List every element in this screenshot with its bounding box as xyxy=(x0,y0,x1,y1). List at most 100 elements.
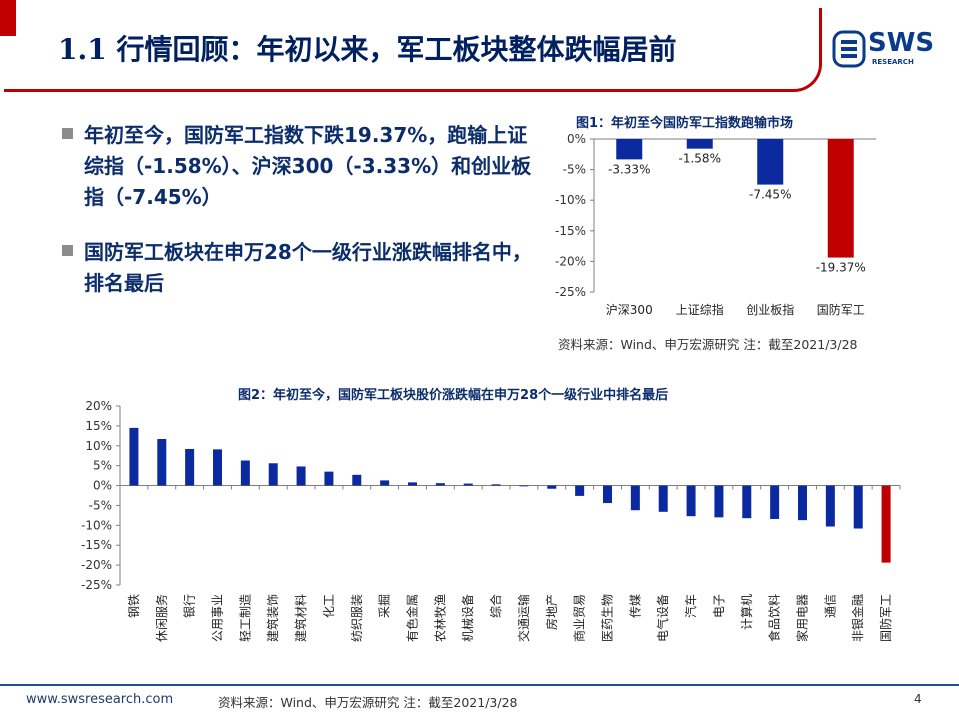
chart2-bar xyxy=(658,485,668,512)
chart2-x-tick-label: 食品饮料 xyxy=(767,594,782,642)
chart2-y-tick-label: 20% xyxy=(85,399,112,413)
chart1-x-tick-label: 国防军工 xyxy=(817,302,865,317)
chart2-bar xyxy=(240,460,250,486)
chart1-bar xyxy=(686,139,713,149)
bullet-square-icon xyxy=(62,245,73,256)
chart2-x-tick-label: 休闲服务 xyxy=(154,594,169,642)
chart2-bar xyxy=(714,485,724,518)
chart2-bar xyxy=(575,485,585,496)
chart2-x-tick-label: 采掘 xyxy=(377,594,392,618)
sws-logo-icon xyxy=(832,30,866,68)
chart2-y-tick-label: -10% xyxy=(81,518,112,532)
chart1-data-label: -1.58% xyxy=(679,152,721,166)
bullet-text: 年初至今，国防军工指数下跌19.37%，跑输上证综指（-1.58%）、沪深300… xyxy=(84,123,532,209)
chart2-x-tick-label: 家用电器 xyxy=(795,594,810,642)
chart2-bar xyxy=(742,485,752,519)
chart2-x-tick-label: 医药生物 xyxy=(601,594,615,642)
bullet-square-icon xyxy=(62,128,73,139)
chart2-x-tick-label: 房地产 xyxy=(544,594,559,630)
chart2-bar xyxy=(435,483,445,486)
chart2-bar xyxy=(268,463,278,486)
chart2-bar xyxy=(853,485,863,529)
page-number: 4 xyxy=(914,692,922,706)
bullet-list: 年初至今，国防军工指数下跌19.37%，跑输上证综指（-1.58%）、沪深300… xyxy=(62,120,532,323)
chart2-x-tick-label: 化工 xyxy=(322,594,336,618)
chart2-bar xyxy=(352,474,362,486)
footer-source: 资料来源：Wind、申万宏源研究 注：截至2021/3/28 xyxy=(218,695,518,710)
chart2-bar xyxy=(519,485,529,487)
chart2-bar xyxy=(380,480,390,486)
chart2-bar xyxy=(129,427,139,486)
chart2-bar xyxy=(324,471,334,486)
chart2-bar xyxy=(491,484,501,486)
chart2-bar xyxy=(213,449,222,486)
chart1-y-tick-label: 0% xyxy=(567,132,586,146)
chart2-bar xyxy=(603,485,612,504)
chart1-data-label: -3.33% xyxy=(608,162,650,176)
chart1-y-tick-label: -10% xyxy=(555,193,586,207)
footer-url[interactable]: www.swsresearch.com xyxy=(26,692,174,707)
chart2-x-tick-label: 纺织服装 xyxy=(350,594,364,642)
chart1-data-label: -7.45% xyxy=(749,188,791,202)
bullet-text: 国防军工板块在申万28个一级行业涨跌幅排名中，排名最后 xyxy=(84,240,532,295)
chart2-bar xyxy=(408,482,417,486)
title-frame xyxy=(4,8,822,92)
logo-text: SWS xyxy=(868,28,935,58)
footer-divider xyxy=(0,684,959,686)
chart2-y-tick-label: 0% xyxy=(93,479,112,493)
chart2-x-tick-label: 银行 xyxy=(183,594,197,618)
chart2-bar xyxy=(686,485,696,517)
chart2-x-tick-label: 有色金属 xyxy=(405,594,420,642)
chart2-bar xyxy=(770,485,780,519)
page-title: 1.1 行情回顾：年初以来，军工板块整体跌幅居前 xyxy=(58,33,677,66)
chart2-x-tick-label: 综合 xyxy=(488,594,503,618)
chart2-x-tick-label: 汽车 xyxy=(683,594,698,618)
chart2-x-tick-label: 建筑装饰 xyxy=(265,594,280,642)
chart1-bar xyxy=(757,139,784,185)
sws-logo: SWS RESEARCH xyxy=(832,28,944,70)
logo-subtext: RESEARCH xyxy=(872,58,914,66)
chart1-y-tick-label: -15% xyxy=(555,224,586,238)
chart1-bar xyxy=(616,139,643,160)
chart2-bar xyxy=(630,485,640,511)
chart2-bar xyxy=(296,466,306,486)
chart2-x-tick-label: 电子 xyxy=(712,594,726,618)
chart2-y-tick-label: 5% xyxy=(93,459,112,473)
chart2-y-tick-label: -20% xyxy=(81,558,112,572)
chart2-y-tick-label: -15% xyxy=(81,538,112,552)
chart2-y-tick-label: -5% xyxy=(89,498,112,512)
title-accent-bar xyxy=(0,0,16,36)
chart1-y-tick-label: -5% xyxy=(563,163,586,177)
chart2-x-tick-label: 通信 xyxy=(823,594,837,618)
chart2-x-tick-label: 计算机 xyxy=(739,594,754,630)
chart1-x-tick-label: 创业板指 xyxy=(746,302,794,317)
chart1-x-tick-label: 上证综指 xyxy=(676,302,724,317)
chart2-y-tick-label: -25% xyxy=(81,578,112,592)
chart2-x-tick-label: 农林牧渔 xyxy=(433,594,447,642)
chart2-bar xyxy=(463,483,473,486)
chart1-bar xyxy=(827,139,854,258)
bullet-item: 年初至今，国防军工指数下跌19.37%，跑输上证综指（-1.58%）、沪深300… xyxy=(62,120,532,213)
chart2-x-tick-label: 机械设备 xyxy=(460,594,475,642)
chart2-bar xyxy=(547,485,557,489)
chart1-title: 图1：年初至今国防军工指数跑输市场 xyxy=(576,116,794,131)
chart2-x-tick-label: 钢铁 xyxy=(127,594,141,618)
chart2-bar xyxy=(185,448,195,486)
chart2-x-tick-label: 公用事业 xyxy=(211,594,225,642)
bullet-item: 国防军工板块在申万28个一级行业涨跌幅排名中，排名最后 xyxy=(62,237,532,299)
chart2-bar xyxy=(157,439,167,486)
chart2-bar xyxy=(881,485,891,563)
chart2-y-tick-label: 15% xyxy=(85,419,112,433)
chart2-bar xyxy=(798,485,807,521)
chart2-x-tick-label: 电气设备 xyxy=(655,594,670,642)
chart2-bar xyxy=(825,485,835,527)
chart2-y-tick-label: 10% xyxy=(85,439,112,453)
chart2-x-tick-label: 交通运输 xyxy=(516,594,531,642)
chart2-x-tick-label: 国防军工 xyxy=(878,594,893,642)
chart2-title: 图2：年初至今，国防军工板块股价涨跌幅在申万28个一级行业中排名最后 xyxy=(238,388,669,403)
chart1-data-label: -19.37% xyxy=(816,261,866,275)
chart1-y-tick-label: -20% xyxy=(555,254,586,268)
chart2-x-tick-label: 非银金融 xyxy=(850,594,865,642)
